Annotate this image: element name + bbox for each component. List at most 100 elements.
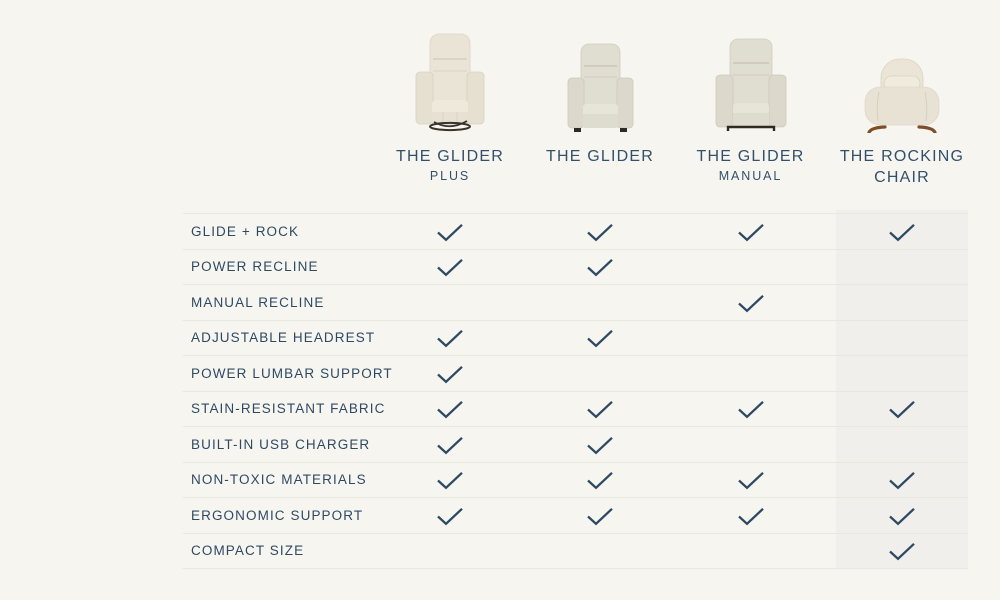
checkmark-icon	[436, 258, 464, 277]
product-column-glider-plus: THE GLIDER PLUS	[375, 0, 525, 190]
check-cell	[826, 285, 968, 320]
check-cell	[375, 356, 525, 391]
feature-label: ADJUSTABLE HEADREST	[191, 330, 376, 346]
checkmark-icon	[586, 471, 614, 490]
feature-label: NON-TOXIC MATERIALS	[191, 472, 367, 488]
checkmark-icon	[436, 223, 464, 242]
header-spacer	[183, 0, 375, 190]
checkmark-icon	[436, 329, 464, 348]
product-title: THE GLIDER	[545, 148, 654, 165]
table-row: ADJUSTABLE HEADREST	[183, 319, 968, 356]
product-title: THE GLIDER	[696, 148, 805, 165]
rocking-chair-image	[857, 0, 947, 133]
table-row: MANUAL RECLINE	[183, 284, 968, 320]
product-title: THE GLIDER	[395, 148, 504, 165]
checkmark-icon	[737, 223, 765, 242]
checkmark-icon	[586, 223, 614, 242]
glider-plus-chair-image	[406, 0, 494, 133]
check-cell	[675, 427, 826, 462]
checkmark-icon	[888, 542, 916, 561]
feature-label: MANUAL RECLINE	[191, 294, 325, 310]
check-cell	[675, 214, 826, 249]
table-row: POWER LUMBAR SUPPORT	[183, 355, 968, 391]
check-cell	[675, 534, 826, 569]
checkmark-icon	[436, 400, 464, 419]
feature-label: POWER LUMBAR SUPPORT	[191, 365, 393, 381]
feature-label: STAIN-RESISTANT FABRIC	[191, 401, 386, 417]
glider-chair-image	[561, 0, 640, 133]
check-cell	[375, 392, 525, 427]
check-cell	[675, 250, 826, 285]
glider-manual-chair-image	[708, 0, 794, 133]
check-cell	[375, 498, 525, 533]
check-cell	[525, 356, 675, 391]
feature-label: COMPACT SIZE	[191, 543, 305, 559]
check-cell	[375, 285, 525, 320]
product-subtitle: MANUAL	[718, 169, 783, 183]
feature-label: ERGONOMIC SUPPORT	[191, 507, 364, 523]
check-cell	[525, 427, 675, 462]
check-cell	[826, 356, 968, 391]
check-cell	[375, 250, 525, 285]
checkmark-icon	[436, 365, 464, 384]
product-column-glider: THE GLIDER	[525, 0, 675, 190]
product-column-glider-manual: THE GLIDER MANUAL	[675, 0, 826, 190]
checkmark-icon	[436, 507, 464, 526]
check-cell	[525, 534, 675, 569]
checkmark-icon	[737, 400, 765, 419]
check-cell	[375, 321, 525, 356]
table-row: BUILT-IN USB CHARGER	[183, 426, 968, 462]
checkmark-icon	[888, 507, 916, 526]
table-row: GLIDE + ROCK	[183, 213, 968, 249]
table-row: POWER RECLINE	[183, 248, 968, 285]
checkmark-icon	[586, 329, 614, 348]
comparison-table: THE GLIDER PLUS THE GLIDER	[183, 0, 968, 569]
highlighted-column-background	[836, 210, 968, 568]
check-cell	[675, 498, 826, 533]
check-cell	[525, 498, 675, 533]
feature-label: POWER RECLINE	[191, 259, 319, 275]
checkmark-icon	[436, 436, 464, 455]
check-cell	[826, 427, 968, 462]
check-cell	[826, 534, 968, 569]
checkmark-icon	[586, 400, 614, 419]
check-cell	[525, 214, 675, 249]
check-cell	[525, 463, 675, 498]
product-column-rocking-chair: THE ROCKING CHAIR	[826, 0, 968, 190]
table-row: STAIN-RESISTANT FABRIC	[183, 390, 968, 427]
checkmark-icon	[737, 507, 765, 526]
product-subtitle: PLUS	[429, 169, 471, 183]
products-header: THE GLIDER PLUS THE GLIDER	[183, 0, 968, 190]
check-cell	[375, 463, 525, 498]
checkmark-icon	[737, 294, 765, 313]
check-cell	[826, 250, 968, 285]
check-cell	[675, 285, 826, 320]
feature-label: BUILT-IN USB CHARGER	[191, 436, 371, 452]
checkmark-icon	[888, 400, 916, 419]
check-cell	[675, 392, 826, 427]
check-cell	[375, 534, 525, 569]
check-cell	[525, 285, 675, 320]
checkmark-icon	[888, 471, 916, 490]
check-cell	[525, 321, 675, 356]
check-cell	[675, 356, 826, 391]
product-title: THE ROCKING CHAIR	[839, 148, 965, 186]
check-cell	[375, 214, 525, 249]
check-cell	[826, 463, 968, 498]
table-row: COMPACT SIZE	[183, 532, 968, 569]
check-cell	[826, 214, 968, 249]
check-cell	[675, 463, 826, 498]
features-table: GLIDE + ROCK POWER RECLINE MANUAL RECLIN…	[183, 213, 968, 569]
check-cell	[826, 392, 968, 427]
checkmark-icon	[737, 471, 765, 490]
check-cell	[375, 427, 525, 462]
checkmark-icon	[586, 258, 614, 277]
feature-label: GLIDE + ROCK	[191, 223, 300, 239]
table-row: ERGONOMIC SUPPORT	[183, 497, 968, 533]
check-cell	[675, 321, 826, 356]
check-cell	[826, 321, 968, 356]
checkmark-icon	[888, 223, 916, 242]
checkmark-icon	[586, 507, 614, 526]
check-cell	[826, 498, 968, 533]
check-cell	[525, 250, 675, 285]
